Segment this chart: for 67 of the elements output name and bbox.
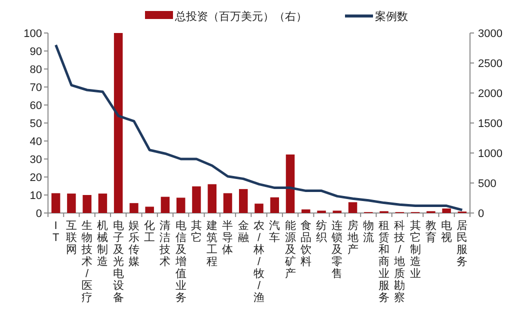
x-tick-label: 电视: [441, 219, 452, 244]
y-tick-label: 100: [24, 28, 42, 40]
line-series: [54, 44, 464, 212]
x-tick-label: 物流: [362, 220, 374, 244]
bar: [176, 198, 186, 213]
y2-tick-label: 3000: [478, 28, 502, 40]
bar: [67, 194, 76, 213]
y-tick-label: 40: [30, 136, 42, 148]
x-tick-label: 汽车: [269, 220, 280, 244]
y-tick-label: 80: [30, 64, 42, 76]
x-tick-label: 化工: [144, 220, 156, 244]
x-tick-label: 娱乐传媒: [128, 220, 140, 268]
x-tick-label: 科技/地质勘察: [393, 220, 406, 304]
x-tick-label: 连锁及零售: [330, 220, 343, 280]
x-tick-label: 互联网: [66, 220, 77, 256]
y2-tick-label: 500: [478, 178, 496, 190]
bar: [130, 203, 138, 213]
bar: [51, 193, 60, 213]
x-tick-label: 电信及增值业务: [174, 219, 186, 304]
x-tick-label: 租赁和商业服务: [378, 220, 390, 304]
bar: [98, 194, 108, 213]
bar: [442, 208, 451, 213]
x-tick-label: 纺织: [316, 219, 328, 244]
bar: [223, 193, 232, 213]
y-tick-label: 90: [30, 46, 42, 58]
y-tick-label: 70: [30, 82, 42, 94]
y-tick-label: 10: [30, 190, 42, 202]
bar: [82, 195, 92, 213]
x-tick-label: 生物技术/医疗: [80, 219, 93, 304]
x-tick-label: 其它: [190, 219, 202, 244]
x-tick-label: 机械制造: [97, 220, 108, 268]
y-tick-label: 60: [30, 100, 42, 112]
legend-label: 案例数: [375, 10, 408, 23]
bar: [270, 197, 280, 213]
y-tick-label: 0: [36, 208, 42, 220]
bar: [302, 209, 310, 213]
x-tick-label: IT: [52, 220, 60, 244]
y-tick-label: 50: [30, 118, 42, 130]
x-tick-label: 清洁技术: [158, 219, 171, 268]
x-tick-label: 教育: [425, 220, 436, 244]
y2-tick-label: 0: [478, 208, 484, 220]
x-tick-label: 其它制造业: [410, 219, 421, 280]
y2-tick-label: 2000: [478, 88, 502, 100]
bar: [145, 206, 154, 213]
bar: [286, 154, 295, 213]
y2-tick-label: 1000: [478, 148, 502, 160]
x-tick-label: 金融: [238, 220, 249, 244]
x-tick-label: 食品饮料: [299, 220, 312, 268]
bar: [348, 202, 358, 213]
legend-label: 总投资（百万美元）（右）: [174, 10, 307, 23]
bar: [160, 196, 170, 213]
bar: [192, 186, 201, 213]
x-tick-label: 半导体: [222, 219, 234, 256]
bar: [238, 189, 248, 213]
x-tick-label: 房地产: [346, 219, 358, 256]
bar: [114, 33, 123, 213]
x-tick-label: 农/林/牧/渔: [252, 220, 264, 304]
x-tick-label: 居民服务: [456, 220, 468, 268]
y-tick-label: 20: [30, 172, 42, 184]
x-tick-label: 建筑工程: [206, 219, 218, 268]
bar: [208, 184, 216, 213]
y2-tick-label: 1500: [478, 118, 502, 130]
bar: [254, 204, 264, 213]
x-tick-label: 能源及矿产: [284, 219, 296, 280]
x-tick-label: 电子及光电设备: [112, 219, 124, 304]
y2-tick-label: 2500: [478, 58, 502, 70]
y-tick-label: 30: [30, 154, 42, 166]
